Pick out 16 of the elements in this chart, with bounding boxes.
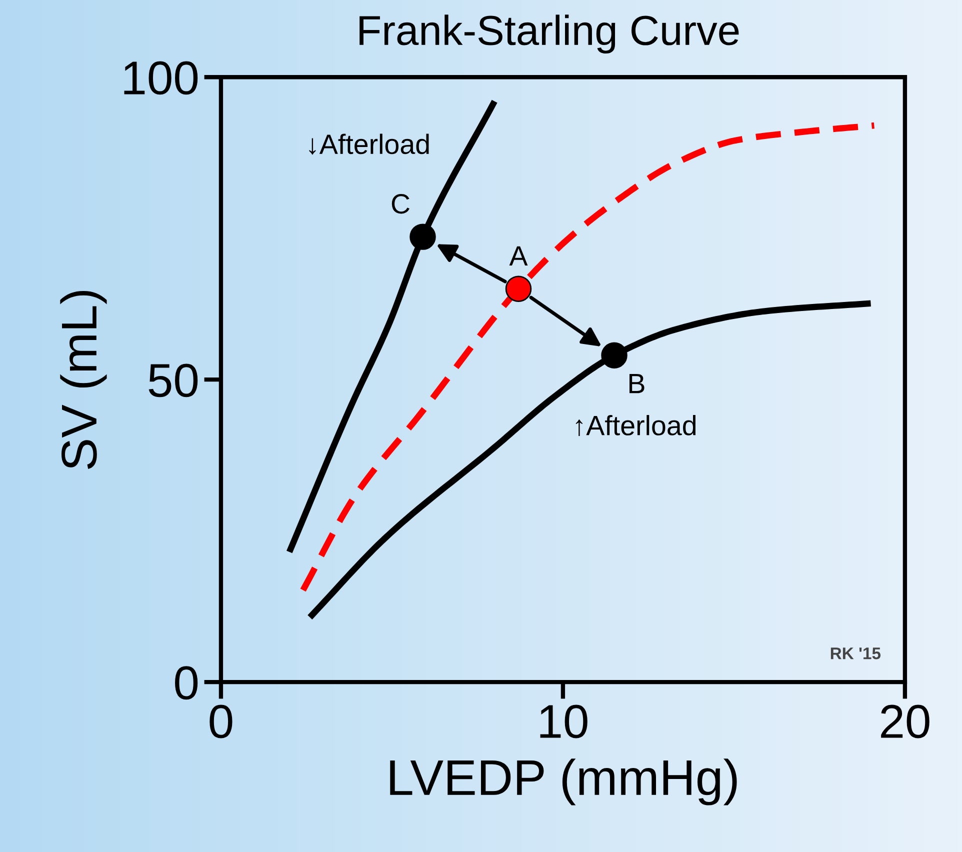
x-tick-label: 20 xyxy=(881,704,930,738)
y-tick-label: 50 xyxy=(148,364,198,398)
annotation: B xyxy=(630,374,644,394)
y-tick-label: 0 xyxy=(175,666,198,700)
point xyxy=(505,276,532,302)
x-tick-label: 0 xyxy=(210,704,232,738)
x-tick-label: 10 xyxy=(540,704,588,738)
y-tick-label: 100 xyxy=(124,61,198,95)
annotation: RK '15 xyxy=(830,648,881,660)
annotation: C xyxy=(392,194,410,214)
chart-title: Frank-Starling Curve xyxy=(360,14,739,54)
y-axis-title: SV (mL) xyxy=(60,290,107,469)
x-axis-title: LVEDP (mmHg) xyxy=(390,758,737,806)
annotation: ↓Afterload xyxy=(309,134,429,155)
annotation: A xyxy=(509,246,528,266)
annotation: ↑Afterload xyxy=(576,415,696,436)
